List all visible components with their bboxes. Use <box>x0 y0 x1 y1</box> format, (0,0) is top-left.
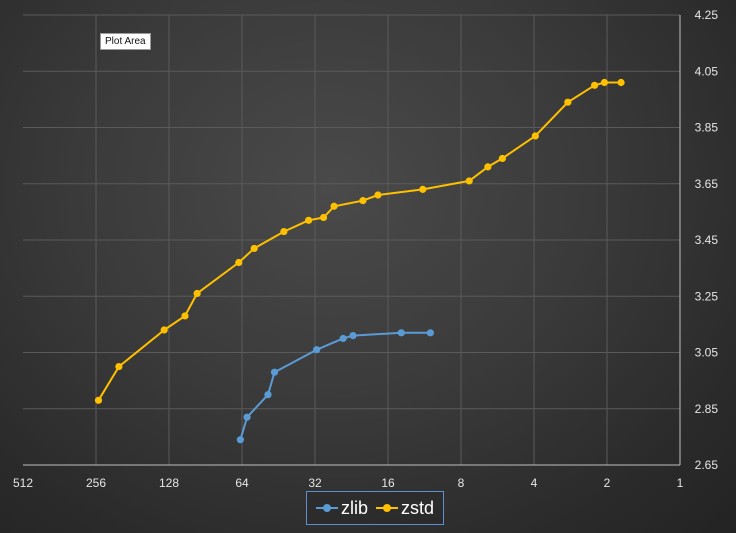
data-point-zstd <box>181 312 189 320</box>
x-tick-label: 32 <box>308 476 322 490</box>
data-point-zstd <box>498 154 506 163</box>
data-point-zstd <box>330 202 338 210</box>
legend-item-zstd: zstd <box>376 498 434 519</box>
data-point-zstd <box>94 396 103 404</box>
data-point-zstd <box>193 289 201 298</box>
data-point-zstd <box>319 213 328 222</box>
data-point-zstd <box>250 244 258 253</box>
y-tick-label: 3.65 <box>695 177 719 191</box>
legend-label: zlib <box>340 497 368 518</box>
data-point-zlib <box>270 368 279 376</box>
data-point-zlib <box>236 436 244 444</box>
y-tick-label: 3.85 <box>695 121 719 135</box>
plot-area-tooltip: Plot Area <box>100 33 151 50</box>
y-tick-label: 2.85 <box>695 402 719 416</box>
y-tick-label: 2.65 <box>695 458 719 472</box>
data-point-zstd <box>280 227 288 236</box>
legend-swatch-icon <box>315 502 338 514</box>
data-point-zstd <box>531 132 539 140</box>
x-tick-label: 8 <box>458 476 465 490</box>
legend-swatch-icon <box>376 502 398 514</box>
x-tick-label: 512 <box>13 476 33 490</box>
data-point-zlib <box>339 334 347 343</box>
data-point-zlib <box>264 391 272 399</box>
data-point-zstd <box>590 81 599 89</box>
y-tick-label: 3.25 <box>695 289 719 303</box>
data-point-zlib <box>243 413 251 421</box>
data-point-zlib <box>426 329 434 337</box>
data-point-zstd <box>465 177 473 185</box>
y-tick-label: 4.05 <box>695 64 719 78</box>
x-tick-label: 256 <box>86 476 106 490</box>
x-tick-label: 16 <box>381 476 395 490</box>
series-line-zlib <box>239 331 431 440</box>
data-point-zstd <box>160 326 168 334</box>
x-tick-label: 128 <box>159 476 179 490</box>
data-point-zstd <box>235 258 243 267</box>
data-point-zlib <box>349 332 357 340</box>
legend-label: zstd <box>401 497 435 518</box>
x-tick-label: 4 <box>531 476 538 490</box>
data-point-zstd <box>359 197 367 205</box>
legend-item-zlib: zlib <box>315 497 368 519</box>
data-point-zstd <box>305 216 313 224</box>
data-point-zlib <box>313 346 321 354</box>
data-point-zstd <box>564 98 572 106</box>
y-tick-label: 3.45 <box>695 233 719 247</box>
data-point-zlib <box>397 329 405 337</box>
data-point-zstd <box>600 78 608 87</box>
x-tick-label: 64 <box>235 476 249 490</box>
data-point-zstd <box>484 163 492 171</box>
data-point-zstd <box>115 362 123 371</box>
data-point-zstd <box>617 78 625 87</box>
y-tick-label: 3.05 <box>695 346 719 360</box>
legend: zlib zstd <box>306 491 444 525</box>
data-point-zstd <box>419 185 427 193</box>
x-tick-label: 2 <box>604 476 611 490</box>
data-point-zstd <box>374 191 382 199</box>
x-tick-label: 1 <box>677 476 684 490</box>
series-line-zstd <box>97 81 622 401</box>
y-tick-label: 4.25 <box>695 8 719 22</box>
